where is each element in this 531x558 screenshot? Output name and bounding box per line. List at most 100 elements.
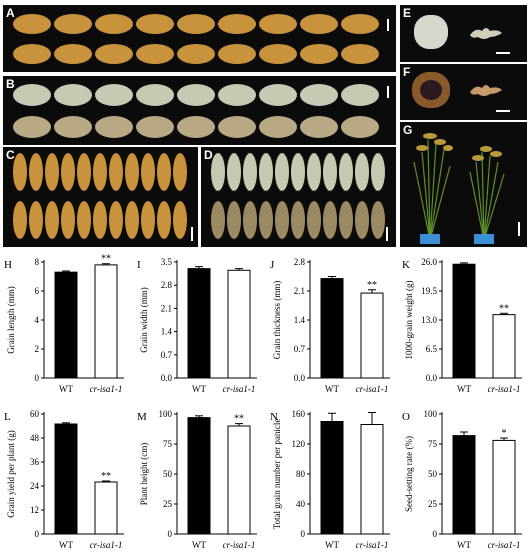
wt-grain-stained-section [412, 72, 450, 108]
y-axis-label: Grain yield per plant (g) [6, 430, 16, 517]
rice-grain [341, 44, 379, 64]
y-tick-label: 12 [30, 505, 39, 515]
rice-grain [259, 14, 297, 34]
rice-grain [355, 153, 369, 191]
photo-panel-g: G [400, 122, 527, 247]
y-tick-label: 0.0 [294, 373, 306, 383]
bar-cr-isa1-1 [227, 425, 251, 535]
rice-grain [13, 84, 51, 106]
rice-grain [95, 14, 133, 34]
rice-grain [61, 153, 75, 191]
panel-label: L [4, 411, 11, 423]
chart-panel-h: H Grain length (mm) 0 2 4 6 8 WT ** cr-isa1-1 [4, 254, 124, 394]
rice-grain [125, 201, 139, 239]
y-tick-label: 50 [163, 469, 173, 479]
rice-grain [177, 116, 215, 138]
rice-grain [300, 84, 338, 106]
y-axis-label: Grain thickness (mm) [272, 281, 282, 359]
rice-grain [95, 84, 133, 106]
photo-panel-e: E [400, 5, 527, 62]
y-tick-label: 13.0 [421, 315, 437, 325]
rice-grain [61, 201, 75, 239]
rice-grain [323, 153, 337, 191]
rice-grain [109, 201, 123, 239]
rice-grain [177, 44, 215, 64]
rice-grain [341, 14, 379, 34]
rice-grain [136, 116, 174, 138]
rice-grain [136, 14, 174, 34]
y-tick-label: 4 [35, 315, 40, 325]
rice-grain [259, 84, 297, 106]
bar-wt [187, 268, 211, 379]
scale-bar [496, 110, 510, 112]
y-tick-label: 80 [296, 469, 306, 479]
rice-grain [13, 153, 27, 191]
rice-grain [109, 153, 123, 191]
rice-grain [77, 201, 91, 239]
rice-grain [13, 201, 27, 239]
rice-grain [259, 116, 297, 138]
y-tick-label: 50 [428, 469, 438, 479]
bar-cr-isa1-1 [360, 292, 384, 379]
y-tick-label: 48 [30, 433, 40, 443]
y-tick-label: 75 [428, 439, 438, 449]
rice-grain [54, 116, 92, 138]
y-tick-label: 40 [296, 499, 306, 509]
photo-panel-b: B [3, 76, 396, 145]
x-category-label: WT [325, 384, 339, 394]
y-tick-label: 25 [428, 499, 438, 509]
y-tick-label: 2.8 [294, 257, 306, 267]
y-tick-label: 6 [35, 286, 40, 296]
rice-grain [177, 14, 215, 34]
x-category-label: cr-isa1-1 [356, 384, 389, 394]
y-tick-label: 75 [163, 439, 173, 449]
bar-wt [54, 271, 78, 379]
scale-bar [387, 86, 389, 98]
bar-cr-isa1-1 [492, 439, 516, 535]
rice-grain [125, 153, 139, 191]
significance-mark: ** [499, 303, 509, 314]
rice-grain [243, 153, 257, 191]
x-category-label: cr-isa1-1 [90, 540, 123, 550]
rice-grain [54, 44, 92, 64]
rice-grain [95, 116, 133, 138]
photo-panel-a: A [3, 5, 396, 72]
y-tick-label: 160 [292, 409, 306, 419]
wt-grain-cross-section [414, 15, 448, 49]
bar-cr-isa1-1 [94, 264, 118, 379]
scale-bar [387, 19, 389, 31]
rice-grain [93, 153, 107, 191]
y-tick-label: 0 [35, 529, 40, 539]
bar-wt [320, 421, 344, 535]
bar-cr-isa1-1 [492, 314, 516, 379]
x-category-label: cr-isa1-1 [223, 540, 256, 550]
rice-grain [54, 14, 92, 34]
rice-grain [227, 153, 241, 191]
y-tick-label: 100 [424, 409, 438, 419]
rice-grain [355, 201, 369, 239]
rice-grain [371, 201, 385, 239]
rice-grain [93, 201, 107, 239]
rice-grain [300, 44, 338, 64]
y-axis-label: 1000-grain weight (g) [404, 281, 414, 360]
rice-grain [307, 201, 321, 239]
panel-label-c: C [6, 148, 15, 162]
panel-label: M [137, 411, 147, 423]
rice-grain [300, 14, 338, 34]
rice-grain [259, 44, 297, 64]
rice-grain [291, 153, 305, 191]
chart-panel-k: K 1000-grain weight (g) 0.0 6.5 13.0 19.5 26.0… [402, 257, 522, 394]
rice-plants-illustration [413, 133, 520, 244]
panel-label: H [4, 259, 12, 271]
rice-grain [275, 153, 289, 191]
rice-grain [323, 201, 337, 239]
bar-cr-isa1-1 [360, 424, 384, 535]
rice-grain [341, 116, 379, 138]
rice-grain [45, 153, 59, 191]
x-category-label: cr-isa1-1 [356, 540, 389, 550]
photo-panel-d: D [201, 147, 396, 247]
y-tick-label: 60 [30, 409, 40, 419]
rice-grain [141, 201, 155, 239]
y-tick-label: 26.0 [421, 257, 437, 267]
mutant-grain-stained-section [470, 85, 502, 96]
